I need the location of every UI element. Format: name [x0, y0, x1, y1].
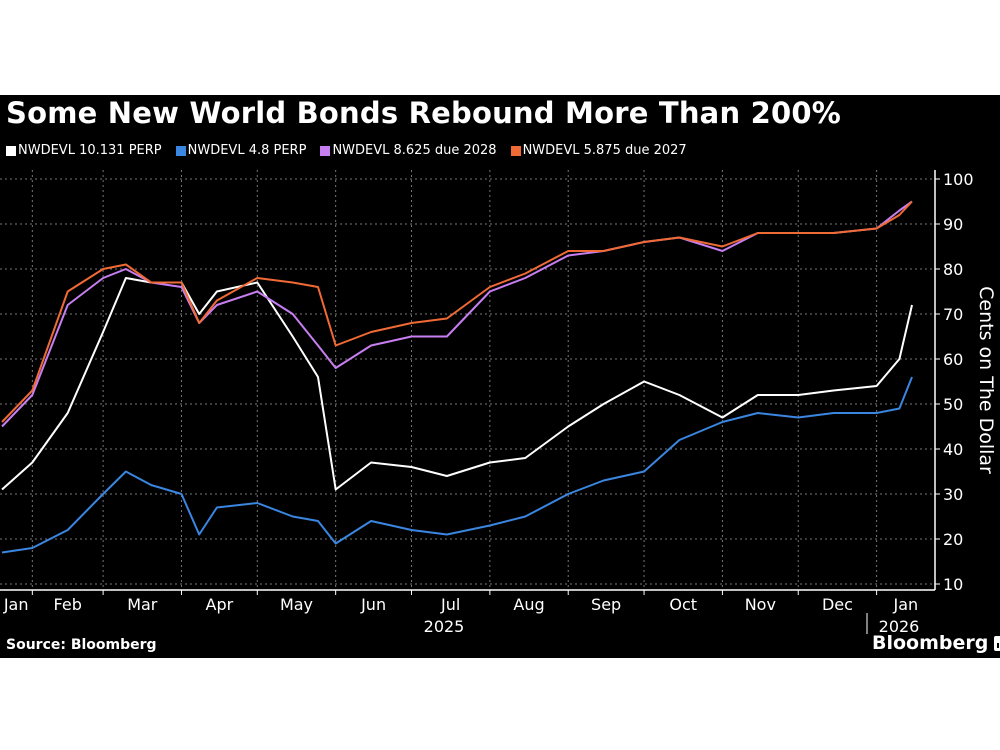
y-tick-label: 60: [943, 350, 963, 369]
y-tick-label: 80: [943, 260, 963, 279]
x-tick-label: Dec: [822, 595, 853, 614]
x-tick-label: Apr: [206, 595, 234, 614]
legend-label: NWDEVL 10.131 PERP: [18, 143, 162, 158]
chart-legend: NWDEVL 10.131 PERP NWDEVL 4.8 PERP NWDEV…: [6, 143, 687, 158]
series-line: [1, 277, 913, 491]
series-line: [1, 200, 913, 423]
y-tick-label: 90: [943, 215, 963, 234]
year-label-2025: 2025: [424, 617, 465, 636]
legend-swatch-white: [6, 145, 16, 156]
y-tick-label: 100: [943, 170, 974, 189]
y-tick-label: 40: [943, 440, 963, 459]
x-tick-label: Feb: [54, 595, 82, 614]
legend-swatch-blue: [175, 145, 186, 156]
year-label-2026: 2026: [879, 617, 920, 636]
chart-panel: [0, 95, 1000, 658]
legend-label: NWDEVL 4.8 PERP: [187, 143, 307, 158]
series-line: [1, 376, 913, 554]
legend-item-8625-2028: NWDEVL 8.625 due 2028: [320, 143, 497, 158]
legend-swatch-purple: [320, 145, 331, 156]
legend-swatch-orange: [510, 145, 521, 156]
x-tick-label: Nov: [745, 595, 776, 614]
x-tick-label: Oct: [669, 595, 697, 614]
chart-title: Some New World Bonds Rebound More Than 2…: [6, 96, 841, 130]
bloomberg-brand: Bloomberg: [872, 632, 1000, 654]
legend-label: NWDEVL 8.625 due 2028: [332, 143, 497, 158]
legend-item-10131-perp: NWDEVL 10.131 PERP: [6, 143, 162, 158]
x-tick-label: Jun: [360, 595, 386, 614]
x-tick-label: Aug: [513, 595, 544, 614]
y-tick-label: 10: [943, 575, 963, 594]
y-axis-title: Cents on The Dollar: [975, 286, 997, 474]
y-tick-label: 20: [943, 530, 963, 549]
x-tick-label: Jul: [440, 595, 460, 614]
x-tick-label: May: [280, 595, 313, 614]
y-tick-label: 70: [943, 305, 963, 324]
legend-item-5875-2027: NWDEVL 5.875 due 2027: [510, 143, 687, 158]
x-tick-label: Sep: [591, 595, 621, 614]
legend-label: NWDEVL 5.875 due 2027: [522, 143, 687, 158]
source-note: Source: Bloomberg: [6, 637, 157, 653]
y-tick-label: 30: [943, 485, 963, 504]
brand-label: Bloomberg: [872, 632, 989, 654]
bloomberg-chart-icon: [994, 635, 1000, 651]
legend-item-48-perp: NWDEVL 4.8 PERP: [175, 143, 307, 158]
x-tick-label: Mar: [127, 595, 158, 614]
x-tick-label: Jan: [892, 595, 918, 614]
y-tick-label: 50: [943, 395, 963, 414]
x-tick-label: Jan: [3, 595, 29, 614]
